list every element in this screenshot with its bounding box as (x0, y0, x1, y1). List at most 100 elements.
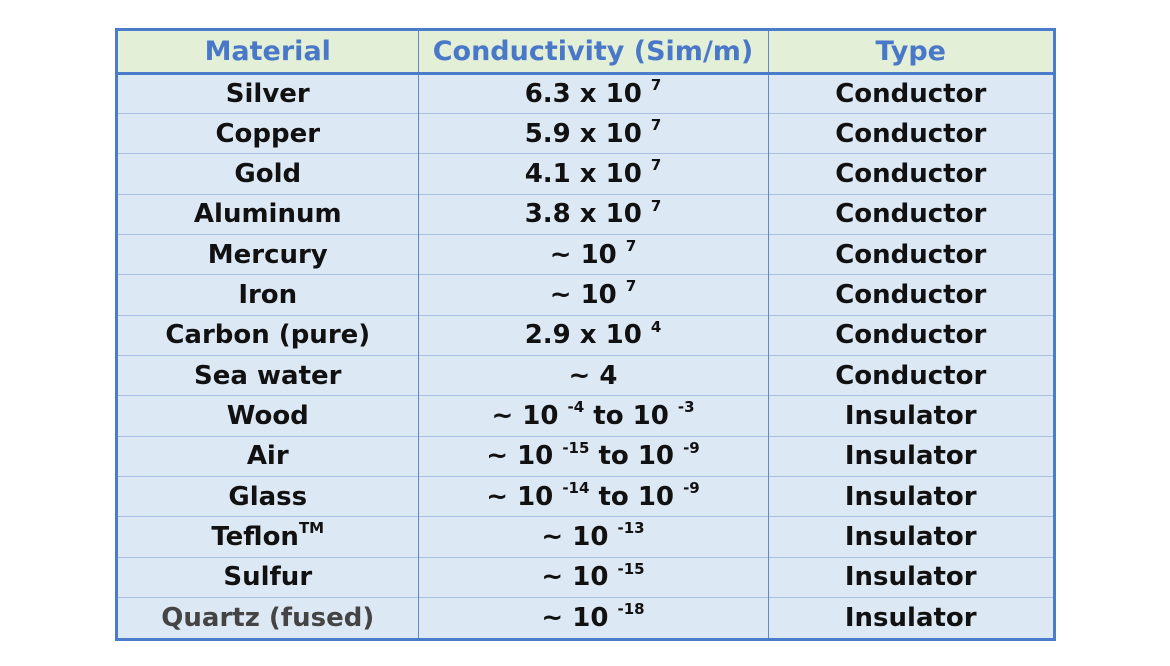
conductivity-base: ~ 10 (486, 441, 554, 472)
material-cell: Sulfur (118, 556, 419, 598)
type-cell: Conductor (768, 193, 1053, 235)
conductivity-exponent-upper: -9 (683, 478, 700, 497)
conductivity-exponent: 7 (625, 277, 637, 296)
conductivity-range-upper: to 10 (584, 400, 669, 431)
header-type: Type (768, 31, 1053, 75)
conductivity-cell: ~ 10 -18 (418, 596, 769, 638)
material-name: Aluminum (193, 199, 342, 230)
material-cell: Glass (118, 475, 419, 517)
type-cell: Insulator (768, 475, 1053, 517)
material-name: Wood (226, 400, 309, 431)
material-name: Iron (238, 279, 298, 310)
material-name: Mercury (207, 239, 328, 270)
conductivity-exponent: 7 (650, 76, 662, 95)
conductivity-base: 2.9 x 10 (524, 320, 642, 351)
table-row: Silver 6.3 x 10 7 Conductor (118, 73, 1053, 114)
conductivity-base: 3.8 x 10 (524, 199, 642, 230)
conductivity-base: ~ 10 (541, 562, 609, 593)
conductivity-exponent: 7 (625, 236, 637, 255)
type-cell: Insulator (768, 596, 1053, 638)
conductivity-exponent: -13 (617, 519, 645, 538)
material-cell: Sea water (118, 354, 419, 396)
conductivity-cell: ~ 10 -13 (418, 516, 769, 558)
header-material: Material (118, 31, 419, 75)
table-row: Aluminum 3.8 x 10 7 Conductor (118, 193, 1053, 235)
table-row: Sea water ~ 4 Conductor (118, 354, 1053, 396)
conductivity-cell: ~ 10 -15 to 10 -9 (418, 435, 769, 477)
conductivity-cell: 3.8 x 10 7 (418, 193, 769, 235)
material-cell: TeflonTM (118, 516, 419, 558)
trademark-mark: TM (298, 519, 325, 538)
table-row: Wood ~ 10 -4 to 10 -3 Insulator (118, 395, 1053, 437)
material-cell: Air (118, 435, 419, 477)
table-row: Gold 4.1 x 10 7 Conductor (118, 153, 1053, 195)
material-cell: Quartz (fused) (118, 596, 419, 638)
table-row: Air ~ 10 -15 to 10 -9 Insulator (118, 435, 1053, 477)
material-cell: Gold (118, 153, 419, 195)
material-cell: Iron (118, 274, 419, 316)
conductivity-exponent: -15 (617, 559, 645, 578)
material-name: Air (246, 441, 289, 472)
table-row: TeflonTM ~ 10 -13 Insulator (118, 516, 1053, 558)
type-cell: Conductor (768, 112, 1053, 154)
material-cell: Copper (118, 112, 419, 154)
conductivity-cell: 4.1 x 10 7 (418, 153, 769, 195)
conductivity-cell: ~ 10 -14 to 10 -9 (418, 475, 769, 517)
header-conductivity: Conductivity (Sim/m) (418, 31, 769, 75)
conductivity-cell: ~ 10 7 (418, 233, 769, 275)
material-name: Copper (215, 118, 321, 149)
conductivity-base: 6.3 x 10 (524, 78, 642, 109)
conductivity-exponent-upper: -9 (683, 438, 700, 457)
conductivity-exponent: -14 (562, 478, 590, 497)
conductivity-table: Material Conductivity (Sim/m) Type Silve… (115, 28, 1056, 641)
conductivity-exponent-upper: -3 (677, 398, 695, 417)
material-cell: Silver (118, 73, 419, 114)
conductivity-exponent: -4 (567, 398, 585, 417)
conductivity-cell: ~ 4 (418, 354, 769, 396)
conductivity-range-upper: to 10 (589, 441, 675, 472)
material-name: Quartz (fused) (161, 602, 375, 633)
header-row: Material Conductivity (Sim/m) Type (118, 31, 1053, 75)
conductivity-exponent: 7 (650, 196, 662, 215)
conductivity-cell: ~ 10 7 (418, 274, 769, 316)
material-cell: Mercury (118, 233, 419, 275)
conductivity-cell: 6.3 x 10 7 (418, 73, 769, 114)
type-cell: Conductor (835, 78, 987, 109)
table-row: Carbon (pure) 2.9 x 10 4 Conductor (118, 314, 1053, 356)
material-name: Glass (228, 481, 308, 512)
conductivity-base: ~ 4 (568, 360, 618, 391)
conductivity-exponent: 4 (650, 317, 662, 336)
conductivity-base: ~ 10 (486, 481, 554, 512)
conductivity-range-upper: to 10 (589, 481, 675, 512)
material-name: Teflon (211, 521, 299, 552)
conductivity-cell: ~ 10 -4 to 10 -3 (418, 395, 769, 437)
conductivity-exponent: 7 (650, 115, 662, 134)
material-name: Gold (234, 158, 302, 189)
material-name: Sea water (194, 360, 342, 391)
material-cell: Wood (118, 395, 419, 437)
material-name: Sulfur (223, 562, 313, 593)
type-cell: Conductor (768, 233, 1053, 275)
conductivity-base: ~ 10 (549, 279, 617, 310)
table-row: Copper 5.9 x 10 7 Conductor (118, 112, 1053, 154)
table-row: Iron ~ 10 7 Conductor (118, 274, 1053, 316)
conductivity-cell: 5.9 x 10 7 (418, 112, 769, 154)
type-cell: Insulator (768, 435, 1053, 477)
conductivity-base: ~ 10 (541, 602, 609, 633)
conductivity-exponent: 7 (650, 156, 662, 175)
conductivity-base: 4.1 x 10 (524, 158, 642, 189)
table-row: Quartz (fused) ~ 10 -18 Insulator (118, 596, 1053, 638)
conductivity-base: ~ 10 (549, 239, 617, 270)
material-cell: Carbon (pure) (118, 314, 419, 356)
conductivity-cell: ~ 10 -15 (418, 556, 769, 598)
type-cell: Conductor (768, 274, 1053, 316)
type-cell: Conductor (768, 314, 1053, 356)
type-cell: Insulator (768, 556, 1053, 598)
conductivity-exponent: -18 (617, 600, 645, 619)
material-cell: Aluminum (118, 193, 419, 235)
table: Material Conductivity (Sim/m) Type Silve… (118, 31, 1053, 638)
conductivity-base: ~ 10 (491, 400, 559, 431)
material-name: Silver (225, 78, 310, 109)
conductivity-exponent: -15 (562, 438, 590, 457)
type-cell: Conductor (768, 354, 1053, 396)
